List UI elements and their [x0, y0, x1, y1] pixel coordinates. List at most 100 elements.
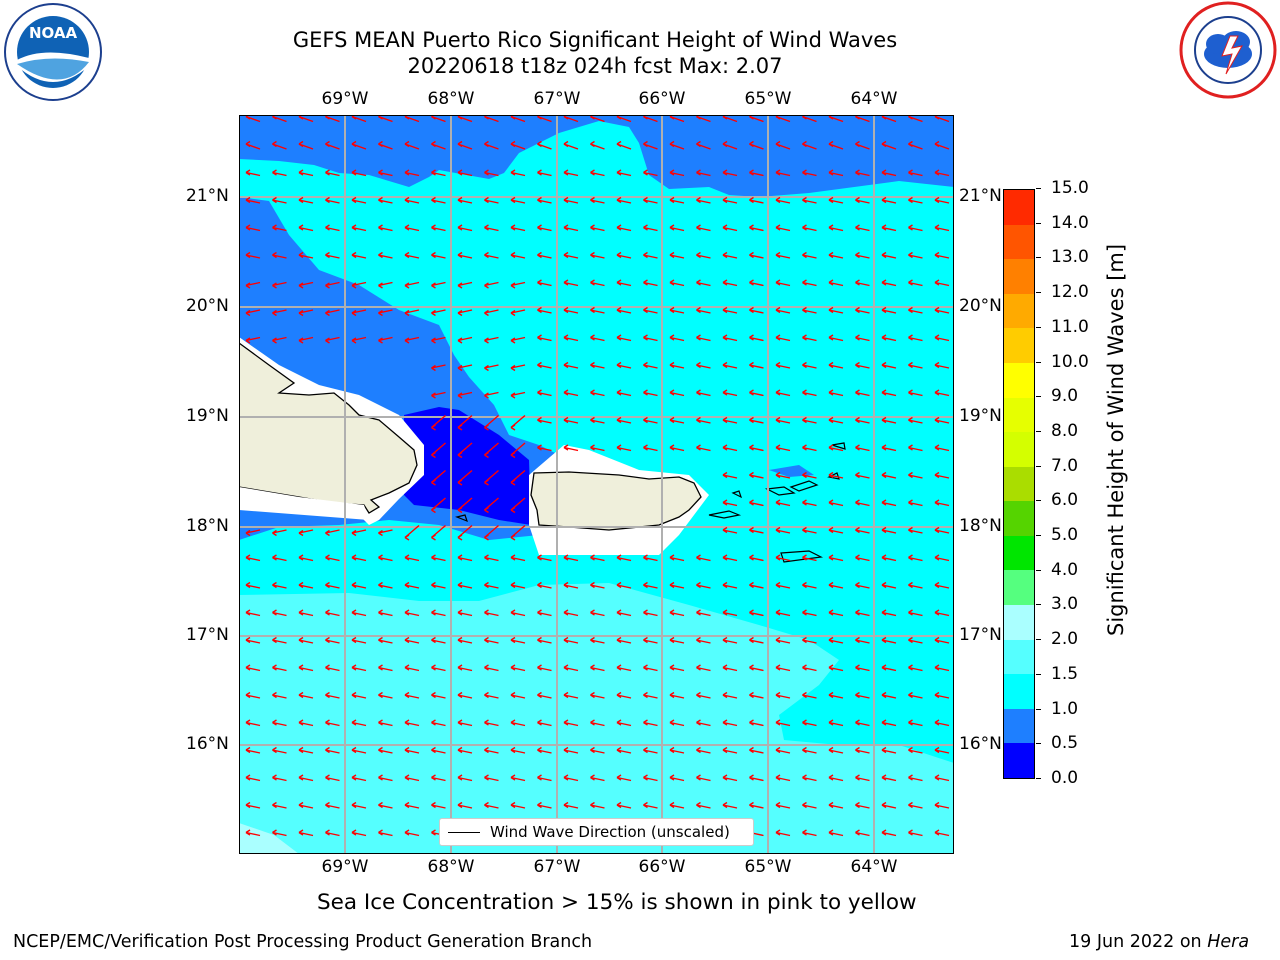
- wave-direction-arrowhead: [298, 719, 304, 726]
- wave-direction-arrowhead: [855, 306, 860, 314]
- wave-direction-arrow: [378, 199, 393, 204]
- wave-direction-arrow: [696, 281, 711, 287]
- wave-direction-arrowhead: [802, 719, 807, 726]
- wave-direction-arrowhead: [616, 444, 622, 451]
- colorbar-tick-mark: [1036, 465, 1041, 467]
- wave-direction-arrow: [802, 419, 817, 424]
- wave-direction-arrow: [404, 309, 420, 314]
- wave-direction-arrow: [775, 639, 791, 644]
- wave-direction-arrow: [881, 281, 897, 287]
- wave-direction-arrow: [245, 556, 261, 562]
- wave-direction-arrowhead: [510, 801, 516, 809]
- wave-direction-arrowhead: [590, 746, 595, 754]
- wave-direction-arrowhead: [749, 609, 754, 616]
- wave-direction-arrowhead: [563, 774, 569, 781]
- wave-direction-arrowhead: [510, 636, 516, 644]
- wave-direction-arrow: [934, 391, 950, 397]
- wave-direction-arrowhead: [404, 140, 410, 148]
- wave-direction-arrowhead: [563, 279, 569, 286]
- wave-direction-arrow: [696, 226, 711, 232]
- wave-direction-arrowhead: [590, 444, 595, 451]
- wave-direction-arrowhead: [802, 774, 807, 781]
- wave-direction-arrow: [351, 831, 367, 837]
- wave-direction-arrow: [325, 171, 340, 177]
- wave-direction-arrowhead: [325, 664, 330, 671]
- wave-direction-arrowhead: [934, 334, 940, 341]
- wave-direction-arrow: [510, 171, 526, 177]
- wave-direction-arrowhead: [404, 282, 410, 289]
- wave-direction-arrowhead: [351, 140, 357, 148]
- wave-direction-arrowhead: [590, 196, 595, 204]
- footer-date-text: 19 Jun 2022 on: [1069, 932, 1208, 952]
- colorbar-swatches: [1004, 190, 1034, 778]
- wave-direction-arrowhead: [272, 801, 277, 809]
- wave-direction-arrow: [696, 336, 711, 342]
- wave-direction-arrow: [272, 584, 287, 589]
- noaa-logo: NOAA: [3, 2, 103, 102]
- wave-direction-arrow: [802, 611, 817, 617]
- legend-line-swatch: [448, 832, 480, 833]
- wave-direction-arrow: [563, 694, 579, 699]
- wave-direction-arrow: [802, 364, 817, 369]
- wave-direction-arrow: [749, 254, 764, 259]
- noaa-wordmark: NOAA: [29, 24, 78, 42]
- wave-direction-arrowhead: [457, 636, 463, 644]
- wave-direction-arrow: [775, 419, 791, 424]
- wave-direction-arrowhead: [749, 251, 754, 259]
- wave-direction-arrow: [855, 309, 870, 314]
- wave-direction-arrowhead: [272, 140, 277, 148]
- wave-direction-arrowhead: [696, 224, 701, 231]
- wave-direction-arrowhead: [616, 389, 622, 396]
- wave-direction-arrow: [908, 171, 923, 177]
- wave-direction-arrowhead: [563, 361, 569, 369]
- wave-direction-arrow: [325, 749, 340, 754]
- wave-direction-arrow: [272, 749, 287, 754]
- wave-direction-arrow: [616, 171, 632, 177]
- wave-direction-arrowhead: [590, 334, 595, 341]
- wave-direction-arrow: [749, 309, 764, 314]
- wave-direction-arrowhead: [881, 774, 887, 781]
- wave-direction-arrowhead: [245, 636, 251, 644]
- wave-direction-arrow: [457, 804, 473, 809]
- wave-direction-arrowhead: [245, 719, 251, 726]
- wave-direction-arrow: [669, 776, 685, 782]
- wave-direction-arrow: [881, 639, 897, 644]
- wave-direction-arrow: [722, 336, 738, 342]
- wave-direction-arrow: [934, 721, 950, 727]
- wave-direction-arrow: [272, 556, 287, 562]
- wave-direction-arrow: [590, 694, 605, 699]
- wave-direction-arrow: [828, 721, 844, 727]
- wave-direction-arrowhead: [590, 389, 595, 396]
- wave-direction-arrowhead: [298, 224, 304, 231]
- wave-direction-arrow: [722, 281, 738, 287]
- wave-direction-arrowhead: [325, 196, 330, 204]
- wave-direction-arrowhead: [590, 801, 595, 809]
- wave-direction-arrow: [934, 749, 950, 754]
- wave-direction-arrow: [378, 584, 393, 589]
- wave-direction-arrowhead: [325, 746, 330, 754]
- wave-direction-arrowhead: [298, 746, 304, 754]
- wave-direction-arrowhead: [431, 337, 436, 344]
- wave-direction-arrowhead: [616, 691, 622, 699]
- wave-direction-arrowhead: [616, 251, 622, 259]
- wave-direction-arrowhead: [431, 636, 436, 644]
- wave-direction-arrowhead: [351, 719, 357, 726]
- wave-direction-arrow: [563, 226, 579, 232]
- wave-direction-arrowhead: [351, 309, 357, 317]
- wave-direction-arrow: [722, 804, 738, 809]
- wave-direction-arrow: [643, 364, 658, 369]
- colorbar-tick-label: 12.0: [1051, 282, 1089, 303]
- wave-direction-arrowhead: [908, 499, 913, 506]
- wave-direction-arrowhead: [881, 306, 887, 314]
- wave-direction-arrowhead: [722, 746, 728, 754]
- colorbar-swatch: [1004, 743, 1034, 778]
- wave-direction-arrowhead: [749, 389, 754, 396]
- wave-direction-arrowhead: [696, 774, 701, 781]
- wave-direction-arrowhead: [457, 251, 463, 259]
- wave-direction-arrow: [510, 336, 526, 342]
- wave-direction-arrow: [696, 749, 711, 754]
- wave-direction-arrowhead: [378, 719, 383, 726]
- wave-direction-arrowhead: [378, 609, 383, 616]
- wave-direction-arrow: [351, 584, 367, 589]
- wave-direction-arrow: [616, 584, 632, 589]
